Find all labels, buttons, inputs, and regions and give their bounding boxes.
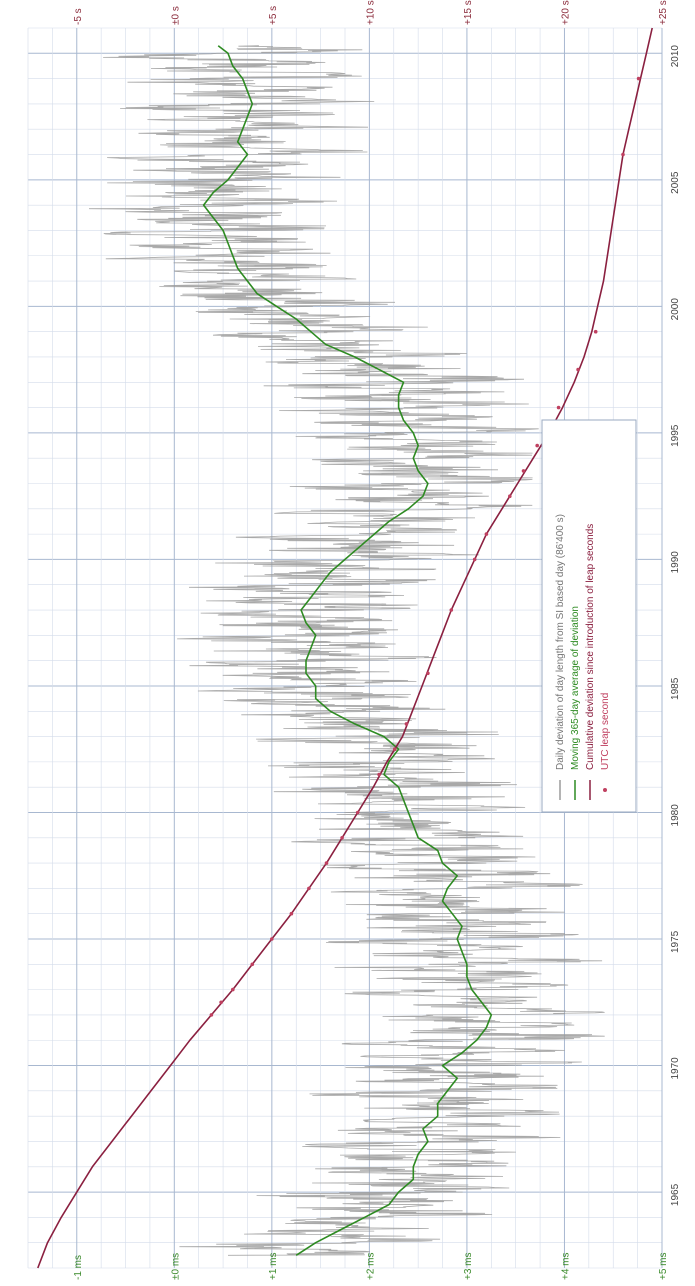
moving-average-line xyxy=(202,45,493,1256)
leap-second-marker xyxy=(250,962,255,967)
leap-second-marker xyxy=(636,76,641,81)
legend-swatch-leap xyxy=(603,788,607,792)
x-tick-label: 1975 xyxy=(670,930,681,953)
leap-second-marker xyxy=(472,557,477,562)
legend-box xyxy=(541,419,637,813)
leap-second-marker xyxy=(449,608,454,612)
y-right-tick-label: -5 s xyxy=(73,8,84,25)
leap-second-marker xyxy=(231,987,235,992)
x-tick-label: 1985 xyxy=(670,677,681,700)
leap-second-marker xyxy=(324,861,329,865)
legend-entry-daily: Daily deviation of day length from SI ba… xyxy=(555,514,566,800)
leap-second-marker xyxy=(426,671,430,676)
leap-second-marker xyxy=(340,836,344,840)
leap-second-marker xyxy=(392,747,397,751)
legend-entry-leap: UTC leap second xyxy=(600,693,611,792)
legend: Daily deviation of day length from SI ba… xyxy=(541,419,637,813)
x-tick-label: 1970 xyxy=(670,1057,681,1080)
legend-entry-cumulative: Cumulative deviation since introduction … xyxy=(585,524,596,800)
legend-entry-average: Moving 365-day average of deviation xyxy=(570,606,581,800)
daily-deviation-line xyxy=(88,45,605,1256)
leap-second-marker xyxy=(621,152,625,157)
y-left-tick-label: -1 ms xyxy=(73,1255,84,1280)
leap-second-marker xyxy=(355,810,360,815)
leap-second-marker xyxy=(307,886,311,891)
x-tick-label: 2010 xyxy=(670,45,681,68)
legend-label-cumulative: Cumulative deviation since introduction … xyxy=(585,524,596,770)
cumulative-deviation-line xyxy=(37,27,653,1269)
y-left-tick-label: +4 ms xyxy=(560,1252,571,1280)
y-right-tick-label: +15 s xyxy=(463,0,474,25)
y-left-tick-label: +5 ms xyxy=(658,1252,669,1280)
leap-second-marker xyxy=(556,405,561,410)
leap-second-marker xyxy=(593,329,598,334)
leap-second-marker xyxy=(219,1000,223,1005)
x-tick-label: 2005 xyxy=(670,171,681,194)
leap-second-marker xyxy=(377,772,381,777)
y-left-tick-label: +3 ms xyxy=(463,1252,474,1280)
y-left-tick-label: ±0 ms xyxy=(170,1253,181,1280)
x-tick-label: 2000 xyxy=(670,298,681,321)
y-left-tick-label: +1 ms xyxy=(268,1252,279,1280)
tick-labels: 1965 1970 1975 1980 1985 1990 1995 2000 2005 2010… xyxy=(73,0,681,1280)
y-right-tick-label: +5 s xyxy=(268,6,279,25)
series-layer xyxy=(37,27,653,1269)
leap-second-marker xyxy=(508,494,512,499)
legend-label-daily: Daily deviation of day length from SI ba… xyxy=(555,514,566,770)
x-tick-label: 1990 xyxy=(670,551,681,574)
y-right-tick-label: ±0 s xyxy=(170,6,181,25)
leap-second-marker xyxy=(209,1013,214,1017)
leap-second-marker xyxy=(270,937,274,941)
leap-second-marker xyxy=(535,443,539,448)
y-right-tick-label: +25 s xyxy=(658,0,669,25)
leap-second-marker xyxy=(289,911,294,916)
x-tick-label: 1980 xyxy=(670,804,681,827)
daily-deviation-band xyxy=(88,45,605,1256)
leap-second-marker xyxy=(484,532,489,536)
y-right-tick-label: +20 s xyxy=(560,0,571,25)
y-left-tick-label: +2 ms xyxy=(365,1252,376,1280)
y-right-tick-label: +10 s xyxy=(365,0,376,25)
leap-second-marker xyxy=(576,367,580,372)
x-tick-label: 1965 xyxy=(670,1183,681,1206)
leap-second-marker xyxy=(521,469,526,473)
x-tick-label: 1995 xyxy=(670,424,681,447)
legend-label-leap: UTC leap second xyxy=(600,693,611,770)
legend-label-average: Moving 365-day average of deviation xyxy=(570,606,581,770)
leap-second-marker xyxy=(404,722,409,726)
